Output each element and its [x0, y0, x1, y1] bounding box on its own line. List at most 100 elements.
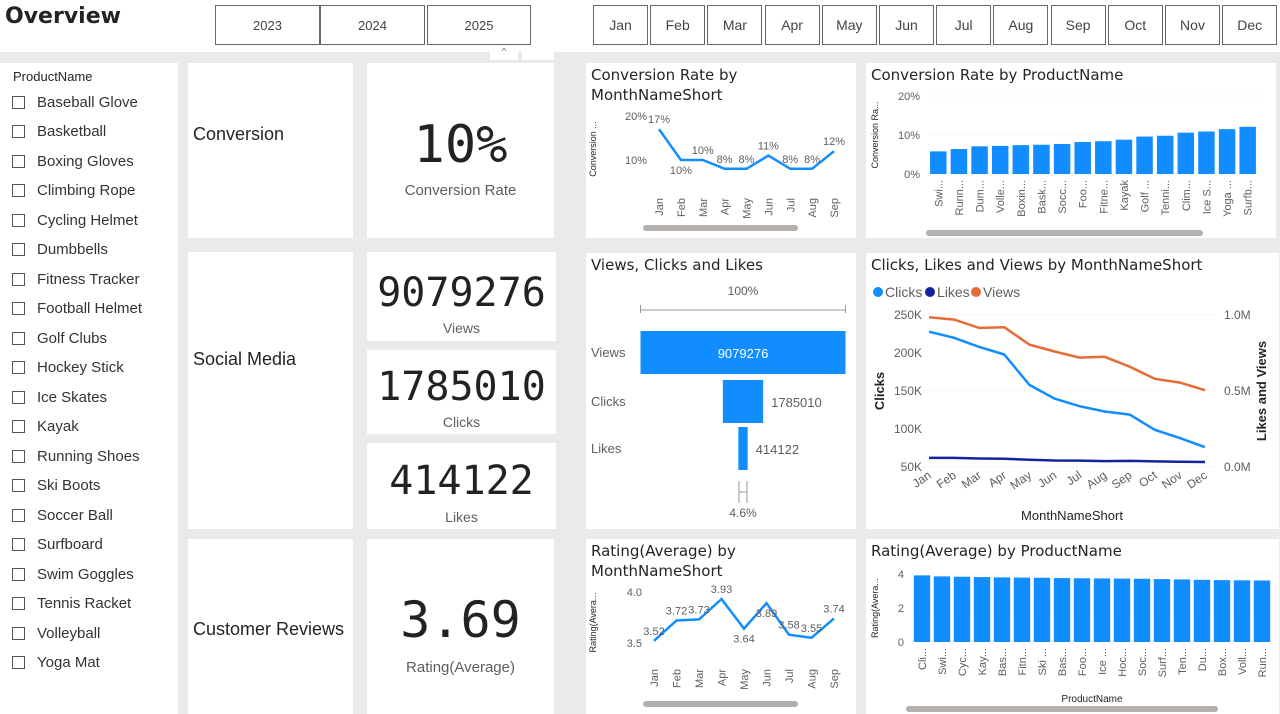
year-button-2025[interactable]: 2025 — [427, 5, 531, 45]
horizontal-scrollbar[interactable] — [926, 230, 1203, 236]
checkbox[interactable] — [12, 125, 25, 138]
bar[interactable] — [971, 146, 988, 174]
bar[interactable] — [1133, 578, 1151, 642]
bar[interactable] — [1253, 580, 1271, 642]
product-item-surfboard[interactable]: Surfboard — [12, 534, 103, 556]
checkbox[interactable] — [12, 420, 25, 433]
bar[interactable] — [1198, 131, 1215, 174]
bar[interactable] — [953, 576, 971, 642]
checkbox[interactable] — [12, 302, 25, 315]
horizontal-scrollbar[interactable] — [643, 225, 798, 231]
checkbox[interactable] — [12, 361, 25, 374]
bar[interactable] — [1073, 578, 1091, 642]
bar[interactable] — [1193, 579, 1211, 642]
bar[interactable] — [930, 151, 947, 174]
bar[interactable] — [1033, 144, 1050, 174]
bar[interactable] — [913, 575, 931, 642]
checkbox[interactable] — [12, 331, 25, 345]
funnel-bar[interactable] — [738, 427, 748, 470]
bar[interactable] — [1074, 142, 1091, 174]
bar[interactable] — [1013, 577, 1031, 642]
month-button-mar[interactable]: Mar — [707, 5, 763, 45]
bar[interactable] — [993, 577, 1011, 642]
bar[interactable] — [1115, 139, 1133, 174]
horizontal-scrollbar[interactable] — [643, 701, 798, 707]
bar[interactable] — [1093, 578, 1111, 642]
product-item-yoga-mat[interactable]: Yoga Mat — [12, 652, 100, 674]
legend-label[interactable]: Views — [983, 284, 1020, 300]
product-item-football-helmet[interactable]: Football Helmet — [12, 298, 142, 320]
bar[interactable] — [1136, 136, 1153, 174]
product-item-cycling-helmet[interactable]: Cycling Helmet — [12, 209, 138, 231]
month-button-dec[interactable]: Dec — [1222, 5, 1278, 45]
year-button-2023[interactable]: 2023 — [215, 5, 320, 45]
checkbox[interactable] — [12, 656, 25, 669]
bar[interactable] — [1239, 126, 1256, 174]
horizontal-scrollbar[interactable] — [906, 706, 1218, 712]
product-item-dumbbells[interactable]: Dumbbells — [12, 239, 108, 261]
bar[interactable] — [1153, 579, 1171, 642]
product-item-basketball[interactable]: Basketball — [12, 121, 106, 143]
product-item-swim-goggles[interactable]: Swim Goggles — [12, 563, 134, 585]
bar[interactable] — [1156, 135, 1174, 174]
checkbox[interactable] — [12, 272, 25, 286]
product-item-hockey-stick[interactable]: Hockey Stick — [12, 357, 124, 379]
checkbox[interactable] — [12, 626, 25, 640]
month-button-feb[interactable]: Feb — [650, 5, 706, 45]
month-button-sep[interactable]: Sep — [1050, 5, 1106, 45]
bar[interactable] — [1173, 579, 1191, 642]
checkbox[interactable] — [12, 479, 25, 492]
bar[interactable] — [1012, 145, 1030, 174]
slicer-scroll-up-icon[interactable]: ^ — [490, 46, 518, 60]
legend-label[interactable]: Clicks — [885, 284, 922, 300]
bar[interactable] — [1033, 577, 1051, 642]
bar[interactable] — [1095, 141, 1112, 174]
bar[interactable] — [1177, 132, 1195, 174]
checkbox[interactable] — [12, 538, 25, 551]
bar[interactable] — [1218, 129, 1236, 174]
bar[interactable] — [950, 149, 968, 174]
funnel-bar[interactable] — [640, 331, 846, 374]
product-item-climbing-rope[interactable]: Climbing Rope — [12, 180, 135, 202]
bar[interactable] — [933, 576, 951, 642]
month-button-may[interactable]: May — [821, 5, 877, 45]
bar[interactable] — [1213, 580, 1231, 642]
bar[interactable] — [1233, 580, 1251, 642]
bar[interactable] — [1053, 578, 1071, 642]
month-button-jul[interactable]: Jul — [936, 5, 992, 45]
checkbox[interactable] — [12, 597, 25, 610]
checkbox[interactable] — [12, 390, 25, 404]
checkbox[interactable] — [12, 95, 25, 109]
funnel-bar[interactable] — [722, 380, 764, 423]
product-item-soccer-ball[interactable]: Soccer Ball — [12, 504, 113, 526]
legend-label[interactable]: Likes — [937, 284, 970, 300]
product-item-golf-clubs[interactable]: Golf Clubs — [12, 327, 107, 349]
checkbox[interactable] — [12, 154, 25, 168]
bar[interactable] — [973, 577, 991, 642]
product-item-baseball-glove[interactable]: Baseball Glove — [12, 91, 138, 113]
product-item-boxing-gloves[interactable]: Boxing Gloves — [12, 150, 134, 172]
product-item-volleyball[interactable]: Volleyball — [12, 622, 100, 644]
bar[interactable] — [1113, 578, 1131, 642]
product-item-ice-skates[interactable]: Ice Skates — [12, 386, 107, 408]
checkbox[interactable] — [12, 243, 25, 256]
bar[interactable] — [991, 145, 1009, 174]
product-item-tennis-racket[interactable]: Tennis Racket — [12, 593, 131, 615]
month-button-aug[interactable]: Aug — [993, 5, 1049, 45]
checkbox[interactable] — [12, 213, 25, 227]
month-button-jun[interactable]: Jun — [879, 5, 934, 45]
product-item-fitness-tracker[interactable]: Fitness Tracker — [12, 268, 140, 290]
checkbox[interactable] — [12, 184, 25, 197]
month-button-apr[interactable]: Apr — [764, 5, 820, 45]
year-button-2024[interactable]: 2024 — [320, 5, 425, 45]
product-item-ski-boots[interactable]: Ski Boots — [12, 475, 100, 497]
checkbox[interactable] — [12, 508, 25, 522]
product-item-running-shoes[interactable]: Running Shoes — [12, 445, 140, 467]
month-button-oct[interactable]: Oct — [1107, 5, 1163, 45]
checkbox[interactable] — [12, 567, 25, 581]
bar[interactable] — [1053, 143, 1071, 174]
product-item-kayak[interactable]: Kayak — [12, 416, 79, 438]
month-button-nov[interactable]: Nov — [1165, 5, 1220, 45]
month-button-jan[interactable]: Jan — [593, 5, 648, 45]
checkbox[interactable] — [12, 449, 25, 463]
